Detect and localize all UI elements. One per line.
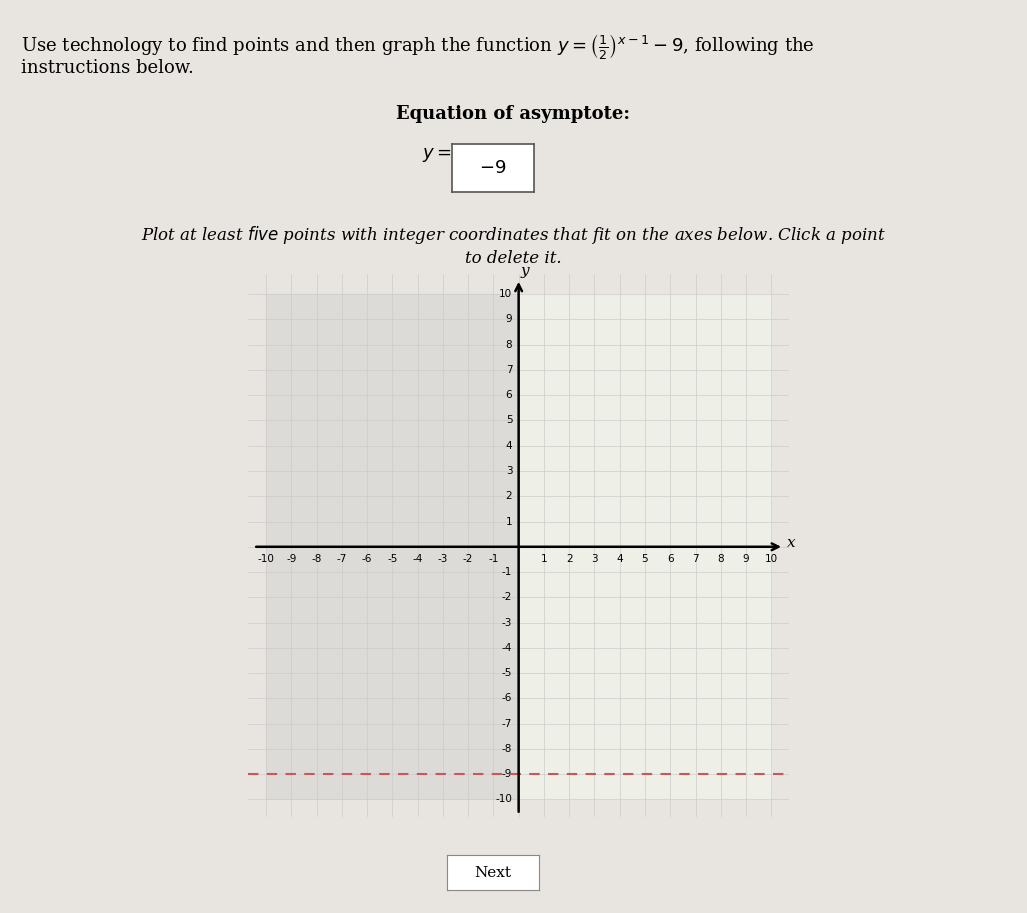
Text: to delete it.: to delete it.: [465, 250, 562, 268]
Text: -7: -7: [337, 554, 347, 564]
Text: -1: -1: [488, 554, 498, 564]
Text: 8: 8: [505, 340, 512, 350]
Text: 2: 2: [566, 554, 572, 564]
Text: 7: 7: [505, 365, 512, 375]
Text: 1: 1: [540, 554, 547, 564]
Text: -5: -5: [387, 554, 397, 564]
Text: 3: 3: [505, 466, 512, 476]
Text: 4: 4: [505, 441, 512, 451]
Text: -5: -5: [502, 668, 512, 678]
Text: 4: 4: [616, 554, 623, 564]
Text: 10: 10: [499, 289, 512, 299]
Text: Use technology to find points and then graph the function $y = \left(\frac{1}{2}: Use technology to find points and then g…: [21, 32, 814, 61]
Text: -6: -6: [362, 554, 372, 564]
Text: $-9$: $-9$: [480, 159, 506, 177]
Text: -8: -8: [311, 554, 321, 564]
Text: -10: -10: [258, 554, 274, 564]
Text: 5: 5: [642, 554, 648, 564]
Text: instructions below.: instructions below.: [21, 59, 193, 78]
Text: -9: -9: [502, 769, 512, 779]
Text: $y =$: $y =$: [422, 146, 452, 164]
Text: 6: 6: [505, 390, 512, 400]
Text: 2: 2: [505, 491, 512, 501]
Text: Plot at least $\it{five}$ points with integer coordinates that fit on the axes b: Plot at least $\it{five}$ points with in…: [141, 224, 886, 246]
Text: 10: 10: [765, 554, 777, 564]
Text: -4: -4: [413, 554, 423, 564]
Text: -1: -1: [502, 567, 512, 577]
Text: -8: -8: [502, 744, 512, 754]
Text: -3: -3: [438, 554, 448, 564]
Text: 9: 9: [743, 554, 750, 564]
Text: -6: -6: [502, 693, 512, 703]
Text: 8: 8: [718, 554, 724, 564]
Text: -2: -2: [502, 593, 512, 603]
Text: Equation of asymptote:: Equation of asymptote:: [396, 105, 631, 123]
Text: -4: -4: [502, 643, 512, 653]
Text: 1: 1: [505, 517, 512, 527]
Text: -10: -10: [495, 794, 512, 804]
Bar: [266, 294, 519, 800]
Text: -9: -9: [287, 554, 297, 564]
Text: -3: -3: [502, 617, 512, 627]
Text: 6: 6: [667, 554, 674, 564]
Text: y: y: [521, 264, 529, 278]
Text: 7: 7: [692, 554, 698, 564]
Text: Next: Next: [474, 866, 511, 880]
Text: 5: 5: [505, 415, 512, 425]
Text: 9: 9: [505, 314, 512, 324]
Bar: [519, 294, 771, 800]
Text: x: x: [787, 536, 795, 550]
Text: 3: 3: [592, 554, 598, 564]
Text: -7: -7: [502, 719, 512, 729]
Text: -2: -2: [463, 554, 473, 564]
